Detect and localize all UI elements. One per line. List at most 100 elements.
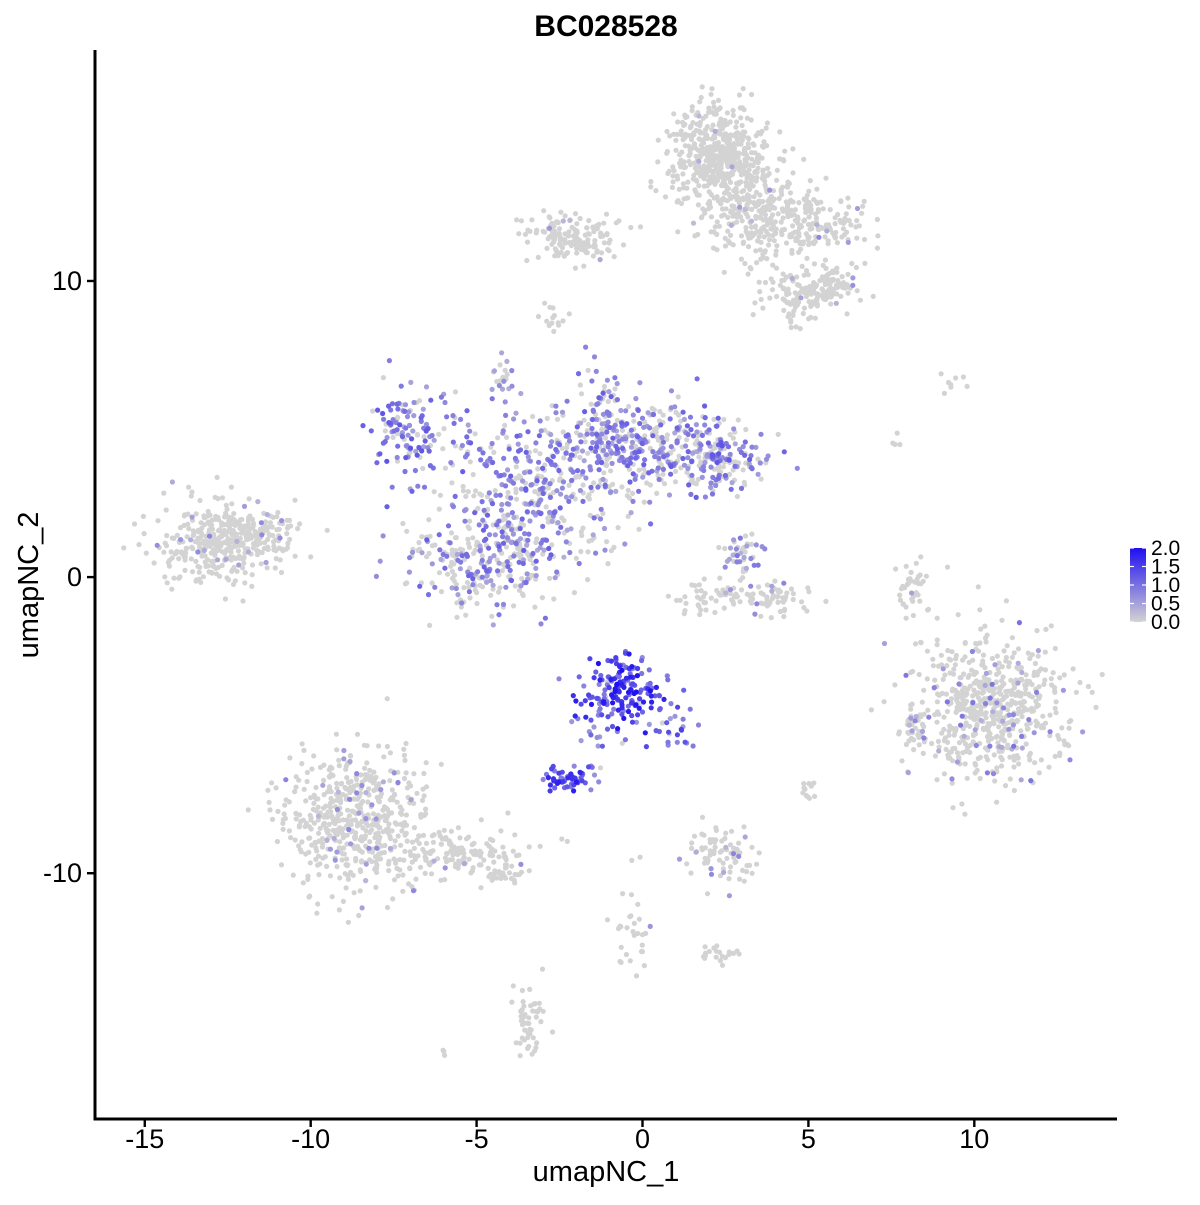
- cell-point: [1003, 654, 1010, 661]
- cell-point: [958, 674, 964, 681]
- cell-point: [407, 865, 413, 871]
- cell-point: [811, 780, 817, 786]
- cell-point: [780, 157, 786, 163]
- cell-point: [491, 859, 497, 865]
- cell-point: [996, 670, 1002, 676]
- cell-point: [275, 808, 281, 815]
- cell-point: [764, 120, 771, 126]
- cell-point: [459, 442, 465, 449]
- cell-point: [549, 1029, 556, 1035]
- cell-point: [568, 526, 574, 532]
- cell-point: [519, 576, 525, 582]
- cell-point: [243, 534, 250, 541]
- cell-point: [459, 845, 465, 851]
- cell-point: [422, 870, 428, 877]
- cell-point: [285, 540, 291, 547]
- cell-point: [618, 944, 624, 950]
- cell-point: [801, 781, 807, 787]
- cell-point: [302, 823, 308, 830]
- cell-point: [755, 198, 762, 204]
- cell-point: [348, 778, 354, 785]
- cell-point: [746, 195, 752, 202]
- cell-point: [262, 540, 268, 546]
- cell-point: [757, 460, 763, 466]
- cell-point: [504, 371, 510, 378]
- cell-point: [656, 693, 663, 699]
- cell-point: [693, 494, 699, 500]
- cell-point: [670, 173, 676, 179]
- cell-point: [965, 706, 971, 713]
- cell-point: [468, 848, 475, 855]
- cell-point: [913, 713, 919, 720]
- cell-point: [679, 149, 685, 155]
- cell-point: [708, 480, 714, 486]
- cell-point: [583, 475, 589, 481]
- cell-point: [558, 249, 564, 256]
- cell-point: [727, 193, 733, 199]
- cell-point: [668, 405, 674, 411]
- cell-point: [367, 839, 373, 845]
- cell-point: [1034, 628, 1040, 634]
- cell-point: [265, 787, 271, 793]
- cell-point: [395, 443, 401, 449]
- cell-point: [363, 775, 369, 781]
- cell-point: [591, 228, 597, 235]
- cell-point: [1015, 680, 1021, 686]
- cell-point: [706, 155, 712, 161]
- cell-point: [801, 196, 807, 202]
- cell-point: [811, 261, 818, 267]
- cell-point: [401, 746, 407, 752]
- cell-point: [799, 263, 805, 269]
- cell-point: [605, 398, 611, 405]
- cell-point: [1032, 760, 1038, 766]
- cell-point: [963, 720, 969, 726]
- cell-point: [832, 235, 838, 241]
- cell-point: [1014, 719, 1020, 725]
- cell-point: [683, 443, 689, 449]
- cell-point: [188, 493, 194, 499]
- cell-point: [404, 414, 411, 420]
- cell-point: [539, 486, 545, 492]
- cell-point: [519, 516, 525, 522]
- cell-point: [390, 896, 396, 902]
- cell-point: [844, 229, 850, 235]
- cell-point: [738, 196, 744, 202]
- cell-point: [590, 416, 596, 423]
- cell-point: [1038, 757, 1044, 763]
- cell-point: [689, 845, 695, 852]
- cell-point: [241, 560, 247, 566]
- cell-point: [608, 394, 614, 400]
- cell-point: [615, 525, 621, 531]
- cell-point: [494, 522, 500, 528]
- cell-point: [724, 855, 730, 862]
- cell-point: [406, 569, 412, 575]
- cell-point: [669, 184, 676, 190]
- cell-point: [529, 217, 535, 223]
- cell-point: [622, 541, 628, 547]
- cell-point: [364, 760, 370, 766]
- cell-point: [998, 754, 1004, 760]
- cell-point: [401, 857, 407, 863]
- cell-point: [1023, 672, 1029, 678]
- cell-point: [659, 434, 665, 441]
- cell-point: [259, 532, 265, 538]
- cell-point: [823, 294, 830, 301]
- cell-point: [334, 747, 340, 753]
- cell-point: [407, 445, 414, 451]
- cell-point: [701, 163, 708, 169]
- cell-point: [586, 496, 593, 502]
- cell-point: [491, 368, 497, 374]
- cell-point: [748, 600, 755, 606]
- cell-point: [892, 682, 898, 688]
- cell-point: [744, 591, 750, 597]
- cell-point: [293, 816, 299, 822]
- cell-point: [459, 553, 465, 559]
- cell-point: [758, 239, 764, 245]
- cell-point: [647, 425, 653, 431]
- cell-point: [564, 838, 570, 845]
- cell-point: [238, 530, 244, 536]
- cell-point: [402, 832, 408, 838]
- cell-point: [647, 923, 653, 930]
- cell-point: [315, 901, 321, 907]
- cell-point: [943, 746, 949, 753]
